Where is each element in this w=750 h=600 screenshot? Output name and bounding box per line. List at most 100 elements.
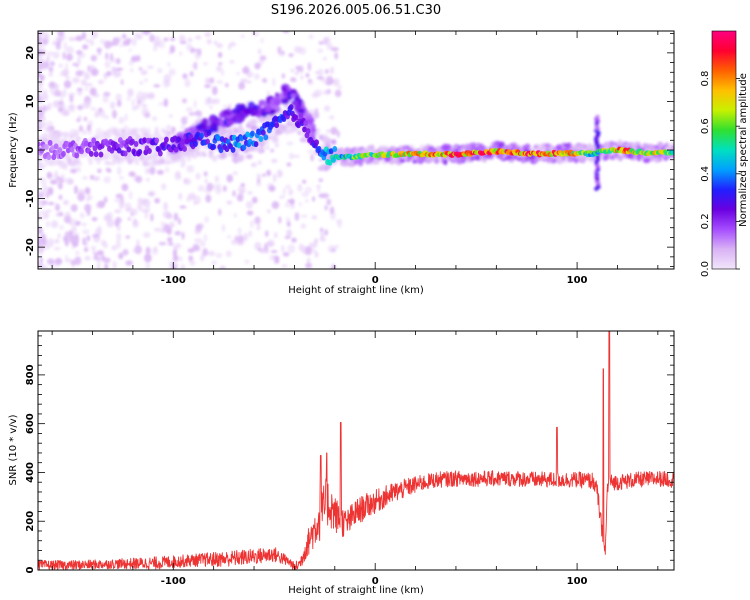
heatmap-cell <box>305 246 313 256</box>
heatmap-cell <box>157 150 163 157</box>
heatmap-cell <box>236 240 245 246</box>
heatmap-cell <box>69 94 74 103</box>
heatmap-cell <box>213 98 220 104</box>
heatmap-cell <box>581 156 586 164</box>
heatmap-cell <box>54 238 60 244</box>
heatmap-cell <box>73 185 78 194</box>
heatmap-cell <box>103 176 111 184</box>
heatmap-marks <box>38 31 674 269</box>
heatmap-cell <box>136 239 140 249</box>
heatmap-cell <box>304 199 309 203</box>
heatmap-cell <box>281 97 290 105</box>
heatmap-cell <box>98 107 103 112</box>
heatmap-cell <box>341 163 348 167</box>
heatmap-cell <box>197 222 205 230</box>
heatmap-cell <box>337 221 342 228</box>
heatmap-cell <box>59 99 64 108</box>
heatmap-cell <box>324 37 328 46</box>
heatmap-cell <box>199 253 205 262</box>
heatmap-cell <box>229 59 235 64</box>
heatmap-cell <box>260 110 268 118</box>
heatmap-cell <box>545 158 553 164</box>
heatmap-cell <box>279 171 284 177</box>
heatmap-cell <box>219 119 224 127</box>
heatmap-cell <box>280 244 285 253</box>
heatmap-cell <box>477 143 485 151</box>
heatmap-cell <box>83 247 89 253</box>
heatmap-cell <box>83 116 88 122</box>
heatmap-cell <box>163 159 171 165</box>
heatmap-cell <box>147 191 154 197</box>
heatmap-cell <box>178 192 183 201</box>
heatmap-cell <box>206 129 212 136</box>
heatmap-cell <box>282 187 286 197</box>
heatmap-cell <box>312 196 316 202</box>
heatmap-cell <box>84 255 91 261</box>
heatmap-cell <box>38 92 41 98</box>
heatmap-cell <box>163 73 172 83</box>
heatmap-cell <box>303 120 309 127</box>
heatmap-cell <box>184 115 189 120</box>
heatmap-cell <box>290 89 297 94</box>
heatmap-cell <box>443 158 448 166</box>
heatmap-cell <box>173 260 177 268</box>
heatmap-cell <box>85 100 92 108</box>
heatmap-cell <box>124 113 128 122</box>
heatmap-cell <box>612 142 619 146</box>
heatmap-cell <box>154 137 160 144</box>
heatmap-cell <box>239 135 244 142</box>
heatmap-cell <box>327 159 333 166</box>
heatmap-cell <box>589 145 596 150</box>
heatmap-cell <box>330 47 339 52</box>
heatmap-cell <box>224 82 229 88</box>
heatmap-cell <box>188 133 194 140</box>
heatmap-cell <box>199 240 206 247</box>
heatmap-cell <box>605 141 611 148</box>
heatmap-cell <box>169 45 176 54</box>
heatmap-cell <box>142 160 150 167</box>
heatmap-cell <box>314 251 319 258</box>
heatmap-cell <box>89 87 97 96</box>
heatmap-cell <box>54 169 58 177</box>
heatmap-cell <box>188 112 196 116</box>
heatmap-cell <box>203 171 208 177</box>
heatmap-cell <box>134 245 143 255</box>
heatmap-cell <box>271 137 280 144</box>
heatmap-cell <box>55 159 64 165</box>
heatmap-cell <box>117 137 123 144</box>
heatmap-cell <box>177 153 182 159</box>
heatmap-cell <box>85 82 93 87</box>
heatmap-cell <box>258 149 263 154</box>
heatmap-cell <box>75 35 83 42</box>
heatmap-cell <box>287 244 296 254</box>
heatmap-cell <box>214 175 219 183</box>
heatmap-cell <box>256 173 262 181</box>
heatmap-cell <box>263 134 269 141</box>
heatmap-cell <box>127 88 134 97</box>
heatmap-cell <box>164 166 170 173</box>
heatmap-cell <box>90 107 97 111</box>
spectrogram-y-label: Frequency (Hz) <box>8 112 19 188</box>
x-tick-label: 0 <box>372 576 379 587</box>
heatmap-cell <box>314 89 323 97</box>
heatmap-cell <box>642 142 649 149</box>
heatmap-cell <box>181 231 185 240</box>
heatmap-cell <box>89 174 95 180</box>
heatmap-cell <box>217 51 223 59</box>
heatmap-cell <box>286 121 293 126</box>
heatmap-cell <box>70 204 78 212</box>
heatmap-cell <box>38 87 42 92</box>
heatmap-cell <box>336 130 340 138</box>
heatmap-cell <box>109 101 116 110</box>
heatmap-cell <box>642 157 651 164</box>
heatmap-cell <box>220 68 225 77</box>
heatmap-cell <box>56 140 65 144</box>
heatmap-cell <box>166 131 172 135</box>
heatmap-cell <box>316 76 324 80</box>
heatmap-cell <box>187 248 195 254</box>
heatmap-cell <box>588 157 594 164</box>
heatmap-cell <box>41 89 48 94</box>
heatmap-cell <box>266 90 271 97</box>
heatmap-cell <box>250 162 257 168</box>
heatmap-cell <box>93 234 101 243</box>
